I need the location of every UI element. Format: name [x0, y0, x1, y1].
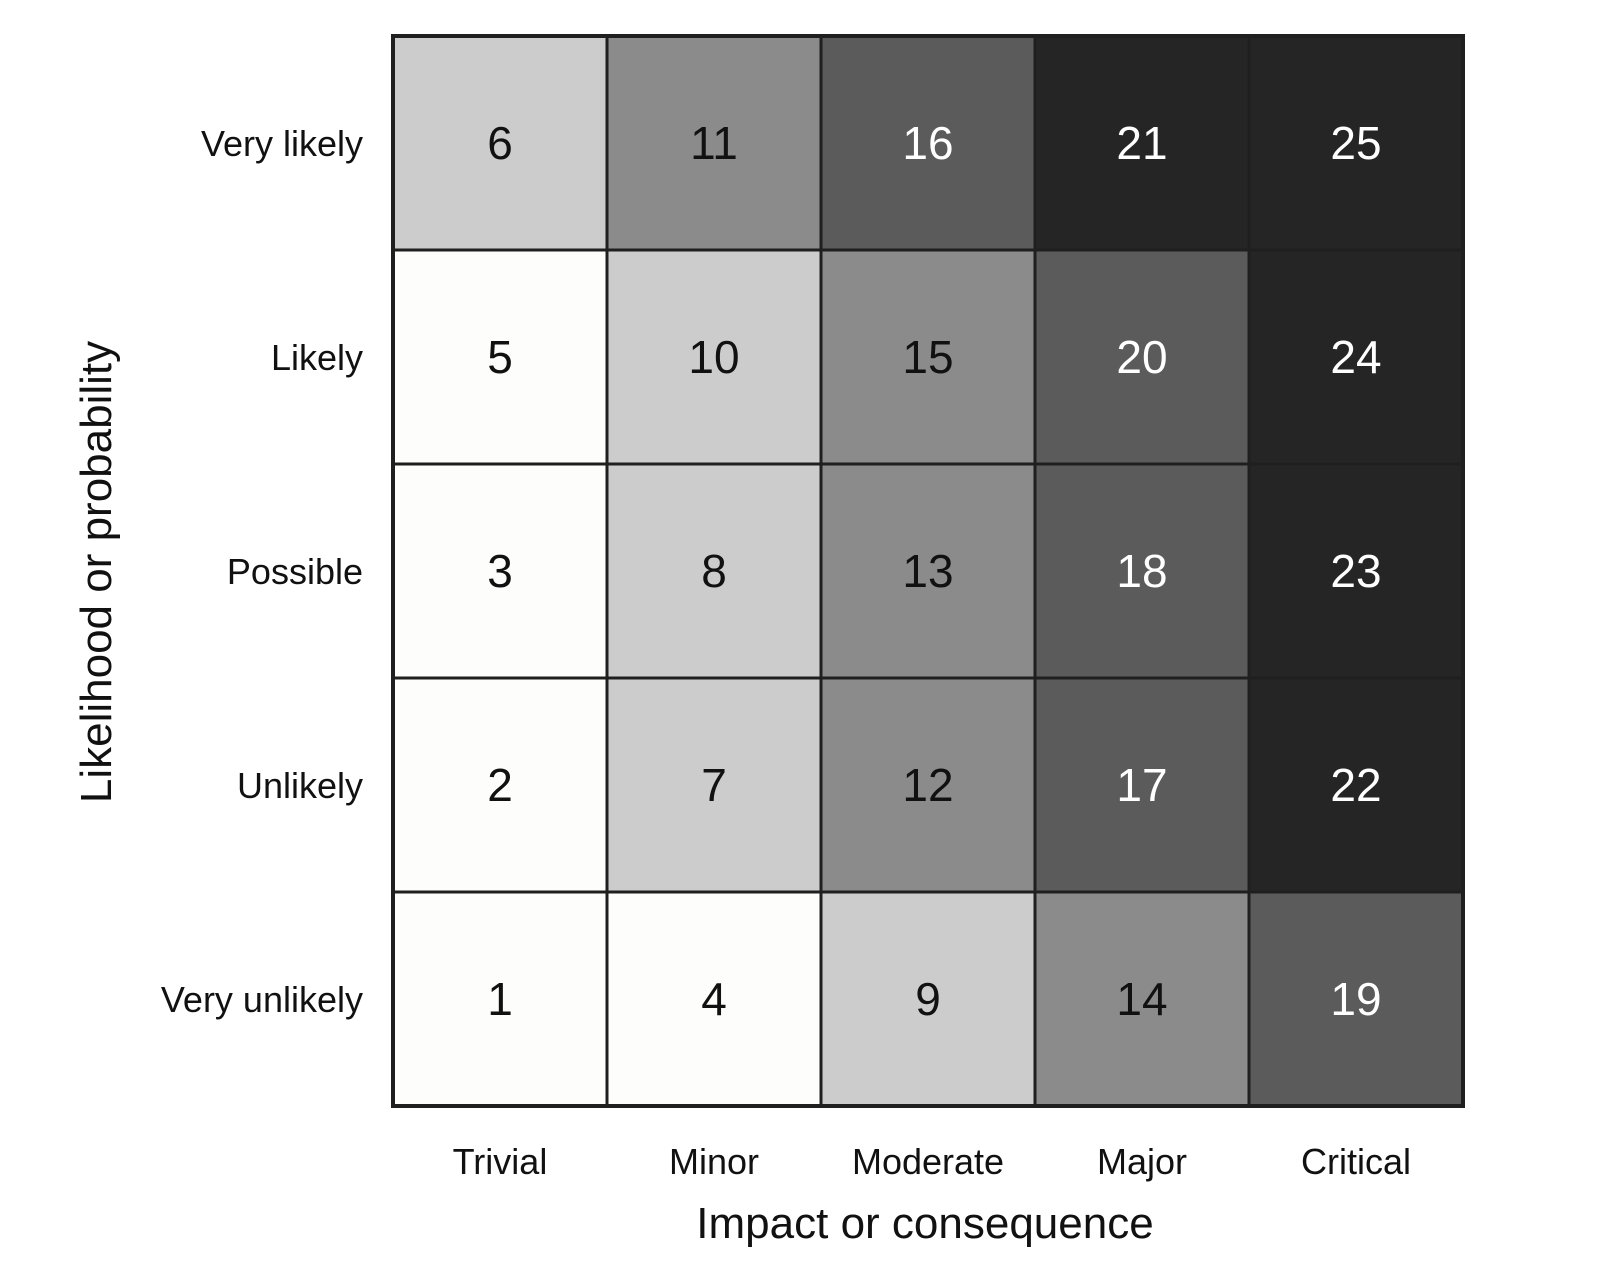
heatmap-cell — [819, 676, 1037, 894]
heatmap-cell — [391, 248, 609, 466]
heatmap-cell — [1033, 34, 1251, 252]
cell-value-label: 7 — [701, 759, 727, 811]
heatmap-cell — [391, 890, 609, 1108]
cell-value-label: 14 — [1116, 973, 1167, 1025]
cell-value-label: 9 — [915, 973, 941, 1025]
heatmap-cell — [819, 890, 1037, 1108]
heatmap-cell — [1247, 890, 1465, 1108]
cell-value-label: 5 — [487, 331, 513, 383]
heatmap-cell — [605, 890, 823, 1108]
y-axis-tick-labels: Very likely Likely Possible Unlikely Very un… — [161, 123, 363, 1020]
cell-value-label: 21 — [1116, 117, 1167, 169]
heatmap-cell — [605, 676, 823, 894]
cell-value-label: 22 — [1330, 759, 1381, 811]
heatmap-cell — [605, 462, 823, 680]
x-tick-label: Moderate — [852, 1141, 1004, 1182]
cell-value-label: 19 — [1330, 973, 1381, 1025]
heatmap-cell — [1033, 676, 1251, 894]
x-tick-label: Critical — [1301, 1141, 1411, 1182]
cell-value-label: 13 — [902, 545, 953, 597]
cell-value-label: 17 — [1116, 759, 1167, 811]
cell-value-label: 18 — [1116, 545, 1167, 597]
cell-value-label: 15 — [902, 331, 953, 383]
cell-value-label: 24 — [1330, 331, 1381, 383]
x-tick-label: Trivial — [453, 1141, 548, 1182]
cell-value-label: 6 — [487, 117, 513, 169]
x-tick-label: Minor — [669, 1141, 759, 1182]
y-axis-title: Likelihood or probability — [72, 341, 121, 803]
y-tick-label: Possible — [227, 551, 363, 592]
heatmap-border — [391, 34, 1465, 1108]
cell-value-label: 20 — [1116, 331, 1167, 383]
y-tick-label: Unlikely — [237, 765, 363, 806]
cell-value-label: 1 — [487, 973, 513, 1025]
cell-value-label: 8 — [701, 545, 727, 597]
cell-value-label: 11 — [690, 117, 738, 169]
heatmap-cell — [1033, 462, 1251, 680]
heatmap-cell — [819, 248, 1037, 466]
heatmap-cell — [391, 34, 609, 252]
x-axis-tick-labels: Trivial Minor Moderate Major Critical — [453, 1141, 1411, 1182]
cell-value-label: 16 — [902, 117, 953, 169]
y-tick-label: Likely — [271, 337, 363, 378]
y-tick-label: Very likely — [201, 123, 363, 164]
cell-value-label: 4 — [701, 973, 727, 1025]
heatmap-cell — [1247, 248, 1465, 466]
y-tick-label: Very unlikely — [161, 979, 363, 1020]
cell-value-label: 23 — [1330, 545, 1381, 597]
cell-value-label: 3 — [487, 545, 513, 597]
heatmap-cell — [1247, 676, 1465, 894]
heatmap-cell — [605, 34, 823, 252]
x-tick-label: Major — [1097, 1141, 1187, 1182]
heatmap-cells: 6 11 16 21 255 10 15 20 243 8 13 18 232 7 12 17 221 4 9 14 1… — [391, 34, 1465, 1108]
cell-value-label: 2 — [487, 759, 513, 811]
x-axis-title: Impact or consequence — [696, 1199, 1153, 1248]
cell-value-label: 10 — [688, 331, 739, 383]
cell-value-label: 12 — [902, 759, 953, 811]
cell-value-label: 25 — [1330, 117, 1381, 169]
